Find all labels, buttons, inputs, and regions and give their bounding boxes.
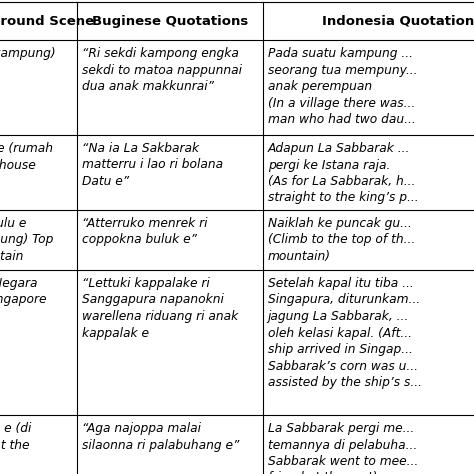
Text: Setelah kapal itu tiba ...
Singapura, diturunkam...
jagung La Sabbarak, ...
oleh: Setelah kapal itu tiba ... Singapura, di… [268,277,422,389]
Text: Background Scene: Background Scene [0,15,94,27]
Text: ung e (di
n) at the: ung e (di n) at the [0,422,31,452]
Text: La Sabbarak pergi me...
temannya di pelabuha...
Sabbarak went to mee...
friend a: La Sabbarak pergi me... temannya di pela… [268,422,418,474]
Text: Pada suatu kampung ...
seorang tua mempuny...
anak perempuan
(In a village there: Pada suatu kampung ... seorang tua mempu… [268,47,417,126]
Text: Indonesia Quotations: Indonesia Quotations [322,15,474,27]
Text: a (Negara
) Singapore: a (Negara ) Singapore [0,277,47,307]
Text: atue (rumah
g’s house: atue (rumah g’s house [0,142,53,172]
Text: “Na ia La Sakbarak
matterru i lao ri bolana
Datu e”: “Na ia La Sakbarak matterru i lao ri bol… [82,142,224,188]
Text: Naiklah ke puncak gu...
(Climb to the top of th...
mountain): Naiklah ke puncak gu... (Climb to the to… [268,217,415,263]
Text: “Aga najoppa malai
silaonna ri palabuhang e”: “Aga najoppa malai silaonna ri palabuhan… [82,422,240,452]
Text: “Atterruko menrek ri
coppokna buluk e”: “Atterruko menrek ri coppokna buluk e” [82,217,208,246]
Text: a bulu e
gunung) Top
ountain: a bulu e gunung) Top ountain [0,217,54,263]
Text: Buginese Quotations: Buginese Quotations [92,15,248,27]
Text: g (kampung)
n: g (kampung) n [0,47,55,76]
Text: Adapun La Sabbarak ...
pergi ke Istana raja.
(As for La Sabbarak, h...
straight : Adapun La Sabbarak ... pergi ke Istana r… [268,142,419,204]
Text: “Lettuki kappalake ri
Sanggapura napanokni
warellena riduang ri anak
kappalak e: “Lettuki kappalake ri Sanggapura napanok… [82,277,239,339]
Text: “Ri sekdi kampong engka
sekdi to matoa nappunnai
dua anak makkunrai”: “Ri sekdi kampong engka sekdi to matoa n… [82,47,242,93]
